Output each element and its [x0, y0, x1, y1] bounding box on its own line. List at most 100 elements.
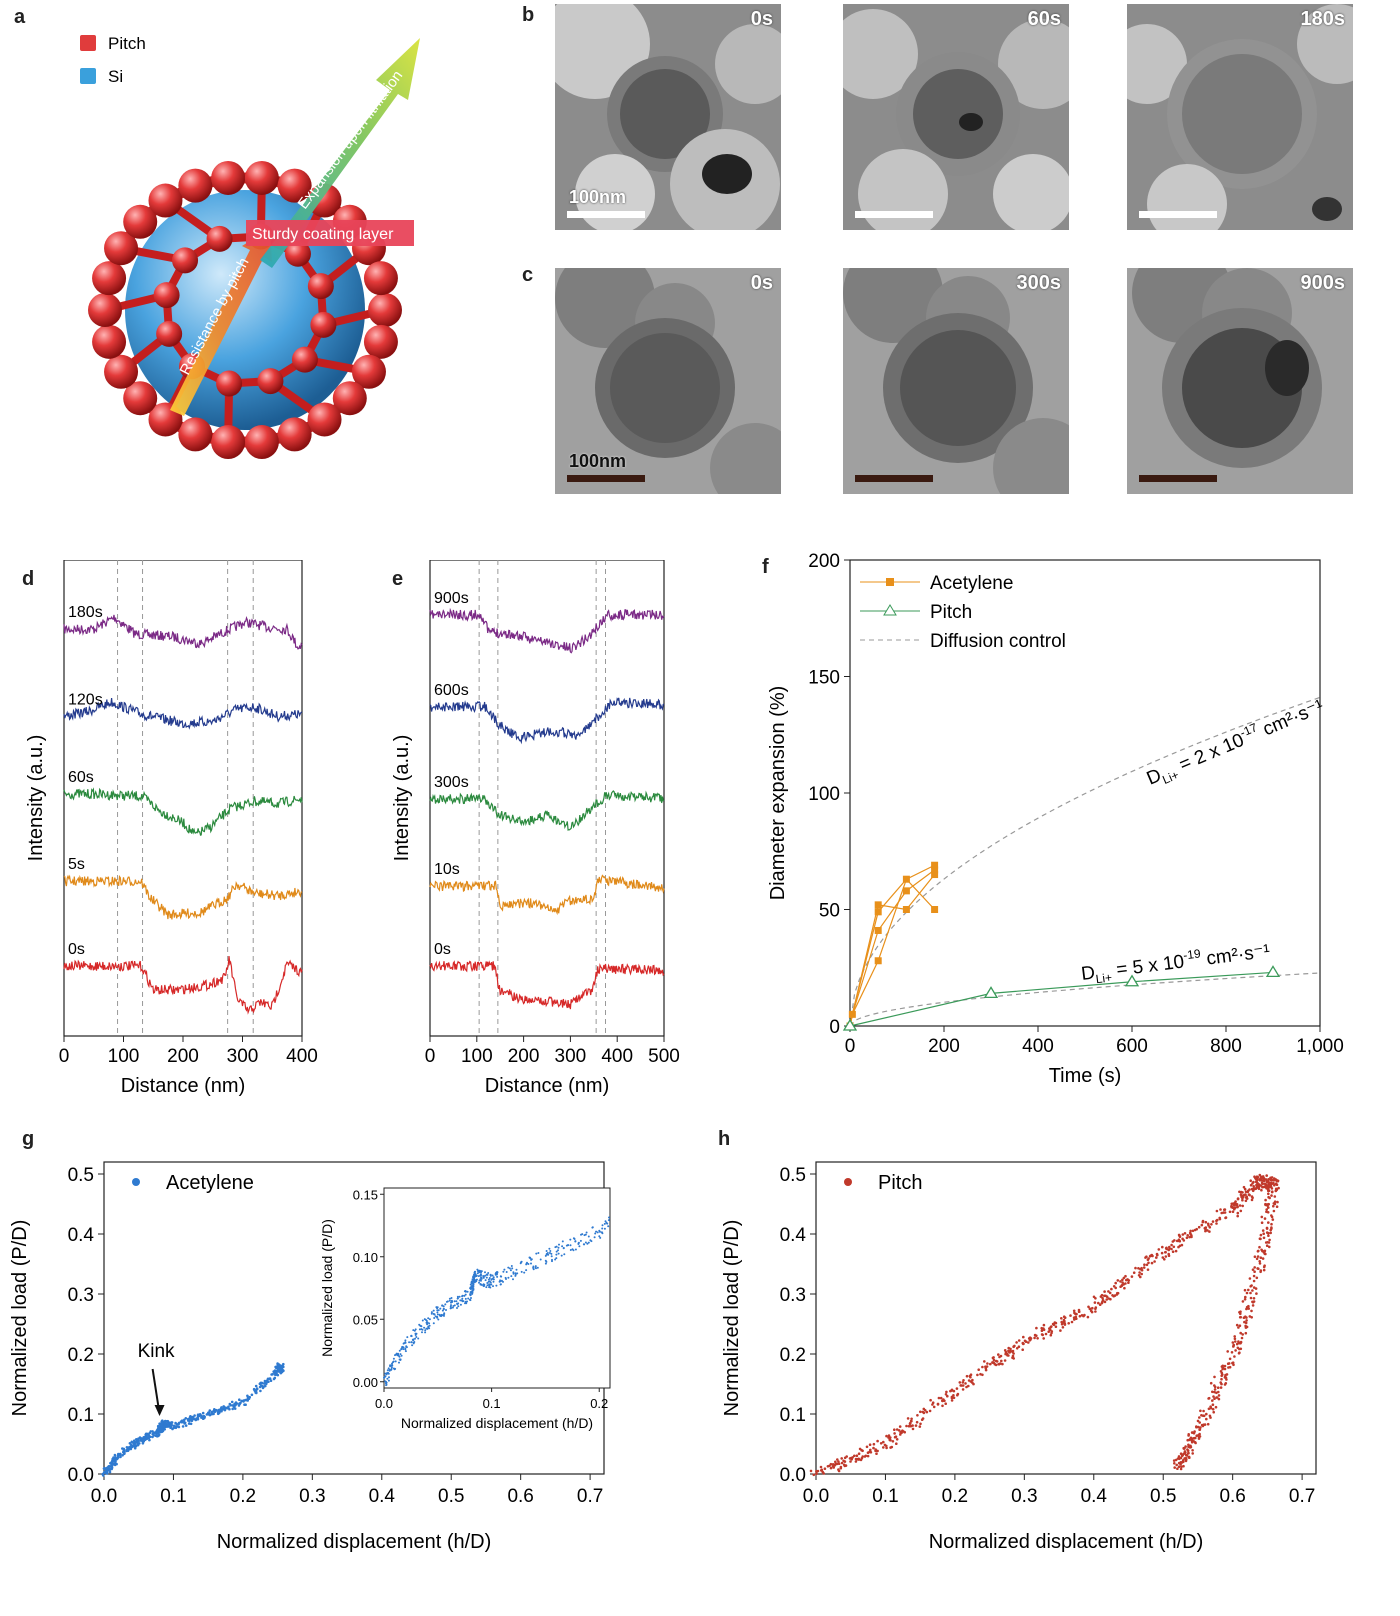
data-point — [840, 1461, 844, 1465]
data-point — [1211, 1399, 1214, 1402]
si-legend-label: Si — [108, 67, 123, 86]
data-point — [1200, 1223, 1204, 1227]
data-point — [1220, 1365, 1224, 1368]
data-point — [102, 1467, 106, 1470]
data-point — [1268, 1238, 1271, 1242]
inset-data-point — [426, 1321, 429, 1324]
data-point — [235, 1402, 239, 1405]
data-point — [187, 1422, 191, 1425]
inset-y-tick-label: 0.10 — [353, 1250, 378, 1265]
inset-data-point — [469, 1299, 472, 1302]
data-point — [1267, 1221, 1270, 1224]
data-point — [983, 1360, 986, 1363]
carbon-atom — [123, 204, 158, 239]
data-point — [1239, 1331, 1242, 1335]
data-point — [1040, 1326, 1043, 1330]
data-point — [134, 1440, 138, 1444]
inset-data-point — [459, 1299, 462, 1302]
data-point — [277, 1365, 280, 1368]
inset-data-point — [557, 1246, 560, 1249]
data-point — [226, 1406, 230, 1410]
data-point — [238, 1398, 241, 1401]
data-point — [133, 1446, 137, 1450]
x-tick-label: 0.1 — [872, 1486, 898, 1507]
data-point — [1029, 1338, 1032, 1341]
data-point — [180, 1420, 183, 1423]
data-point — [1007, 1349, 1010, 1353]
data-point — [1125, 1278, 1128, 1282]
carbon-atom — [368, 293, 402, 327]
data-point — [944, 1393, 948, 1396]
data-point — [1067, 1322, 1070, 1325]
inset-data-point — [402, 1342, 405, 1345]
data-point — [167, 1424, 170, 1427]
data-point — [1208, 1226, 1212, 1229]
data-point — [872, 1442, 876, 1446]
inset-data-point — [557, 1249, 559, 1252]
data-point — [1268, 1182, 1271, 1185]
x-tick-label: 0.6 — [507, 1486, 533, 1507]
tem-micrograph — [843, 4, 1069, 230]
scale-bar — [567, 211, 645, 218]
inset-data-point — [430, 1311, 433, 1314]
data-point — [944, 1402, 947, 1405]
data-point — [149, 1430, 153, 1433]
data-point — [1203, 1423, 1207, 1426]
data-point — [261, 1381, 264, 1385]
data-point — [1239, 1310, 1242, 1313]
data-point — [1123, 1286, 1126, 1290]
data-point — [1234, 1349, 1237, 1352]
data-point — [1223, 1367, 1227, 1371]
inset-data-point — [605, 1221, 608, 1224]
data-point — [1264, 1178, 1268, 1181]
data-point — [882, 1440, 885, 1444]
data-point — [1191, 1449, 1194, 1452]
expansion-arrow-text: Expansion upon lithiation — [294, 67, 406, 212]
inset-data-point — [456, 1297, 459, 1300]
data-point — [1104, 1294, 1107, 1298]
tem-image-b-180s: 180s — [1127, 4, 1353, 230]
inset-data-point — [442, 1305, 445, 1308]
inset-data-point — [514, 1273, 517, 1276]
data-point — [123, 1451, 126, 1455]
time-label: 0s — [750, 272, 773, 294]
carbon-atom — [206, 225, 233, 252]
data-point — [1063, 1316, 1067, 1319]
inset-x-tick-label: 0.0 — [375, 1396, 393, 1411]
tem-image-b-60s: 60s — [843, 4, 1069, 230]
data-point — [1243, 1193, 1246, 1197]
data-point — [1226, 1350, 1229, 1353]
data-point — [952, 1394, 955, 1397]
inset-data-point — [507, 1276, 510, 1279]
carbon-atom — [156, 320, 183, 347]
data-point — [1237, 1352, 1241, 1355]
data-point — [1265, 1227, 1269, 1230]
data-point — [163, 1425, 166, 1429]
inset-data-point — [525, 1269, 528, 1272]
inset-data-point — [476, 1272, 479, 1275]
data-point — [895, 1438, 899, 1441]
data-point — [238, 1402, 242, 1405]
data-point — [1264, 1241, 1268, 1244]
acetylene-trace — [849, 878, 936, 1027]
data-point — [112, 1458, 116, 1461]
y-tick-label: 0.2 — [68, 1345, 94, 1366]
diffusion-fit-curve — [849, 696, 1321, 1027]
inset-data-point — [393, 1368, 396, 1371]
data-point — [151, 1432, 154, 1436]
data-point — [233, 1407, 237, 1410]
data-point — [145, 1436, 149, 1440]
data-point — [1247, 1189, 1250, 1193]
data-point — [1156, 1253, 1159, 1257]
inset-data-point — [488, 1280, 491, 1283]
data-point — [1257, 1183, 1261, 1186]
data-point — [1241, 1333, 1244, 1336]
data-point — [1120, 1284, 1124, 1288]
inset-data-point — [410, 1335, 413, 1338]
inset-data-point — [515, 1268, 518, 1271]
data-point — [946, 1394, 949, 1398]
data-point — [276, 1367, 280, 1371]
inset-data-point — [449, 1305, 452, 1308]
data-point — [1178, 1239, 1182, 1243]
inset-data-point — [492, 1285, 494, 1288]
